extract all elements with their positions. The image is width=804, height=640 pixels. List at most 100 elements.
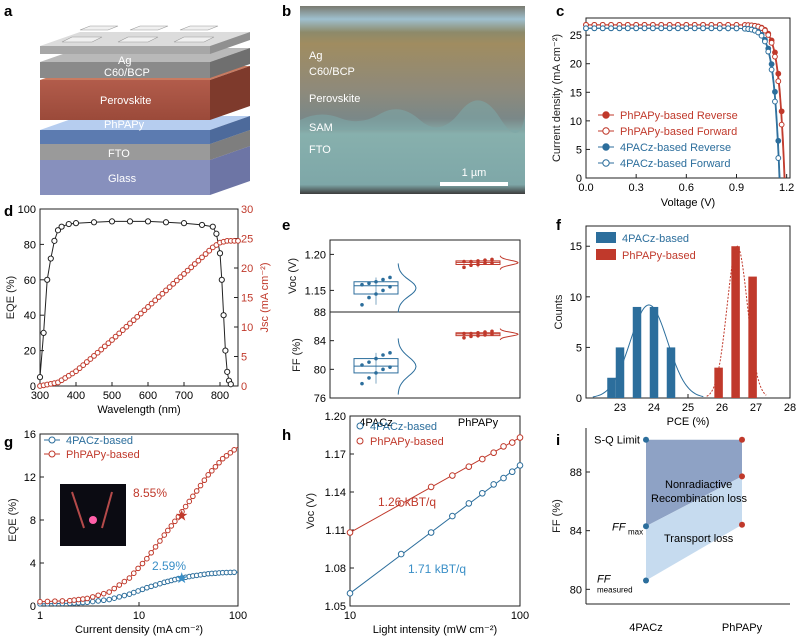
jsc-point: [195, 257, 202, 264]
phpapy-front: [40, 130, 210, 144]
eqe-el-point: [197, 482, 204, 489]
y-tick-label: 1.17: [325, 449, 346, 461]
plot-frame: [39, 208, 239, 387]
jv-point: [775, 155, 782, 161]
x-tick-label: 26: [716, 402, 728, 414]
legend-swatch: [596, 232, 616, 243]
data-point: [374, 279, 378, 284]
x-axis-label: PCE (%): [667, 416, 710, 428]
sem-label-ag: Ag: [309, 50, 322, 62]
data-point: [381, 288, 385, 293]
data-point: [469, 263, 473, 268]
y-tick-label: 80: [314, 364, 326, 376]
sem-image: [300, 6, 525, 194]
y-tick-label: 1.11: [325, 525, 346, 537]
y2-tick-label: 25: [241, 234, 253, 246]
x-tick-label: 1: [37, 610, 43, 622]
eqe-el-point: [152, 544, 159, 550]
jsc-point: [173, 277, 180, 284]
label-ffmax-sub: max: [628, 527, 643, 536]
ff-axis-label: FF (%): [291, 338, 303, 372]
jsc-point: [152, 297, 159, 304]
label-ffmax: FF: [612, 521, 627, 533]
jsc-point: [163, 287, 169, 294]
data-point: [381, 277, 385, 282]
annotation-4pacz: 2.59%: [152, 559, 186, 573]
eqe-el-point: [135, 565, 141, 572]
x-axis-label: Voltage (V): [661, 197, 715, 209]
eqe-point: [47, 255, 54, 262]
inset-probe: [101, 491, 113, 529]
point-4pacz: [643, 577, 649, 584]
panel-a-letter: a: [4, 3, 13, 20]
jv-point: [675, 25, 681, 32]
plot-frame: [329, 239, 521, 313]
jsc-point: [170, 280, 177, 287]
eqe-point: [72, 220, 80, 227]
data-point: [483, 330, 487, 334]
jsc-point: [91, 353, 97, 359]
jv-point: [583, 25, 589, 32]
eqe-el-point: [175, 513, 182, 520]
layer-label-phpapy: PhPAPy: [104, 119, 145, 131]
eqe-el-point: [116, 594, 123, 600]
jv-point: [775, 137, 782, 144]
legend-label: PhPAPy-based: [66, 449, 140, 461]
y-tick-label: 88: [314, 307, 326, 319]
jsc-point: [177, 274, 184, 281]
legend-marker: [602, 111, 610, 119]
eqe-point: [162, 219, 170, 226]
data-point: [476, 333, 480, 338]
x-tick-label: 1.2: [779, 182, 794, 194]
jv-point: [772, 88, 778, 95]
x-tick-label: 400: [67, 390, 85, 402]
eqe-point: [216, 250, 224, 257]
eqe-point: [126, 218, 134, 225]
jv-point: [772, 98, 778, 105]
jsc-point: [159, 290, 166, 297]
histogram-bar: [607, 377, 616, 398]
x-tick-label: 0.3: [629, 182, 644, 194]
data-point: [367, 295, 371, 300]
jsc-point: [199, 254, 205, 261]
eqe-point: [198, 221, 206, 229]
eqe-el-point: [212, 463, 219, 470]
jv-point: [768, 66, 775, 73]
legend-label: 4PACz-based: [66, 435, 133, 447]
data-point: [490, 257, 494, 262]
eqe-el-point: [193, 488, 200, 494]
eqe-point: [209, 223, 216, 230]
panel-e: e 1.15 1.20 76 80 84 88 Voc (V) FF (%) 4PACz PhPAP…: [282, 217, 521, 429]
label-nonradiative-1: Nonradiactive: [665, 479, 732, 491]
jv-point: [700, 25, 706, 32]
x-tick-label: 10: [133, 610, 145, 622]
panel-g: g 1 10 100 0 4 8 12 16 Current density (mA cm⁻²) E…: [4, 429, 247, 636]
eqe-el-point: [172, 518, 178, 525]
panel-letter: h: [282, 427, 291, 444]
y2-tick-label: 0: [241, 381, 247, 393]
y-tick-label: 1.20: [305, 249, 326, 261]
eqe-el-point: [168, 523, 175, 529]
annotation-phpapy: 8.55%: [133, 486, 167, 500]
legend-label: 4PACz-based: [622, 233, 689, 245]
jsc-point: [127, 320, 133, 327]
y-tick-label: 40: [24, 310, 36, 322]
voc-point: [478, 455, 486, 463]
voc-point: [516, 434, 524, 441]
histogram-bar: [632, 306, 642, 398]
x-axis-label: Wavelength (nm): [97, 404, 180, 416]
legend-marker: [48, 450, 56, 458]
category-label: PhPAPy: [722, 622, 763, 634]
eqe-el-point: [80, 596, 86, 602]
layer-label-perovskite: Perovskite: [100, 95, 151, 107]
panel-a: a Ag C60/BCP: [4, 3, 250, 195]
layer-label-c60: C60/BCP: [104, 67, 150, 79]
jsc-point: [184, 267, 191, 274]
voc-point: [516, 462, 524, 469]
data-point: [381, 353, 385, 357]
x-tick-label: 800: [211, 390, 229, 402]
data-point: [476, 259, 480, 263]
data-point: [374, 371, 378, 375]
jsc-point: [155, 294, 162, 300]
jv-point: [708, 25, 715, 32]
